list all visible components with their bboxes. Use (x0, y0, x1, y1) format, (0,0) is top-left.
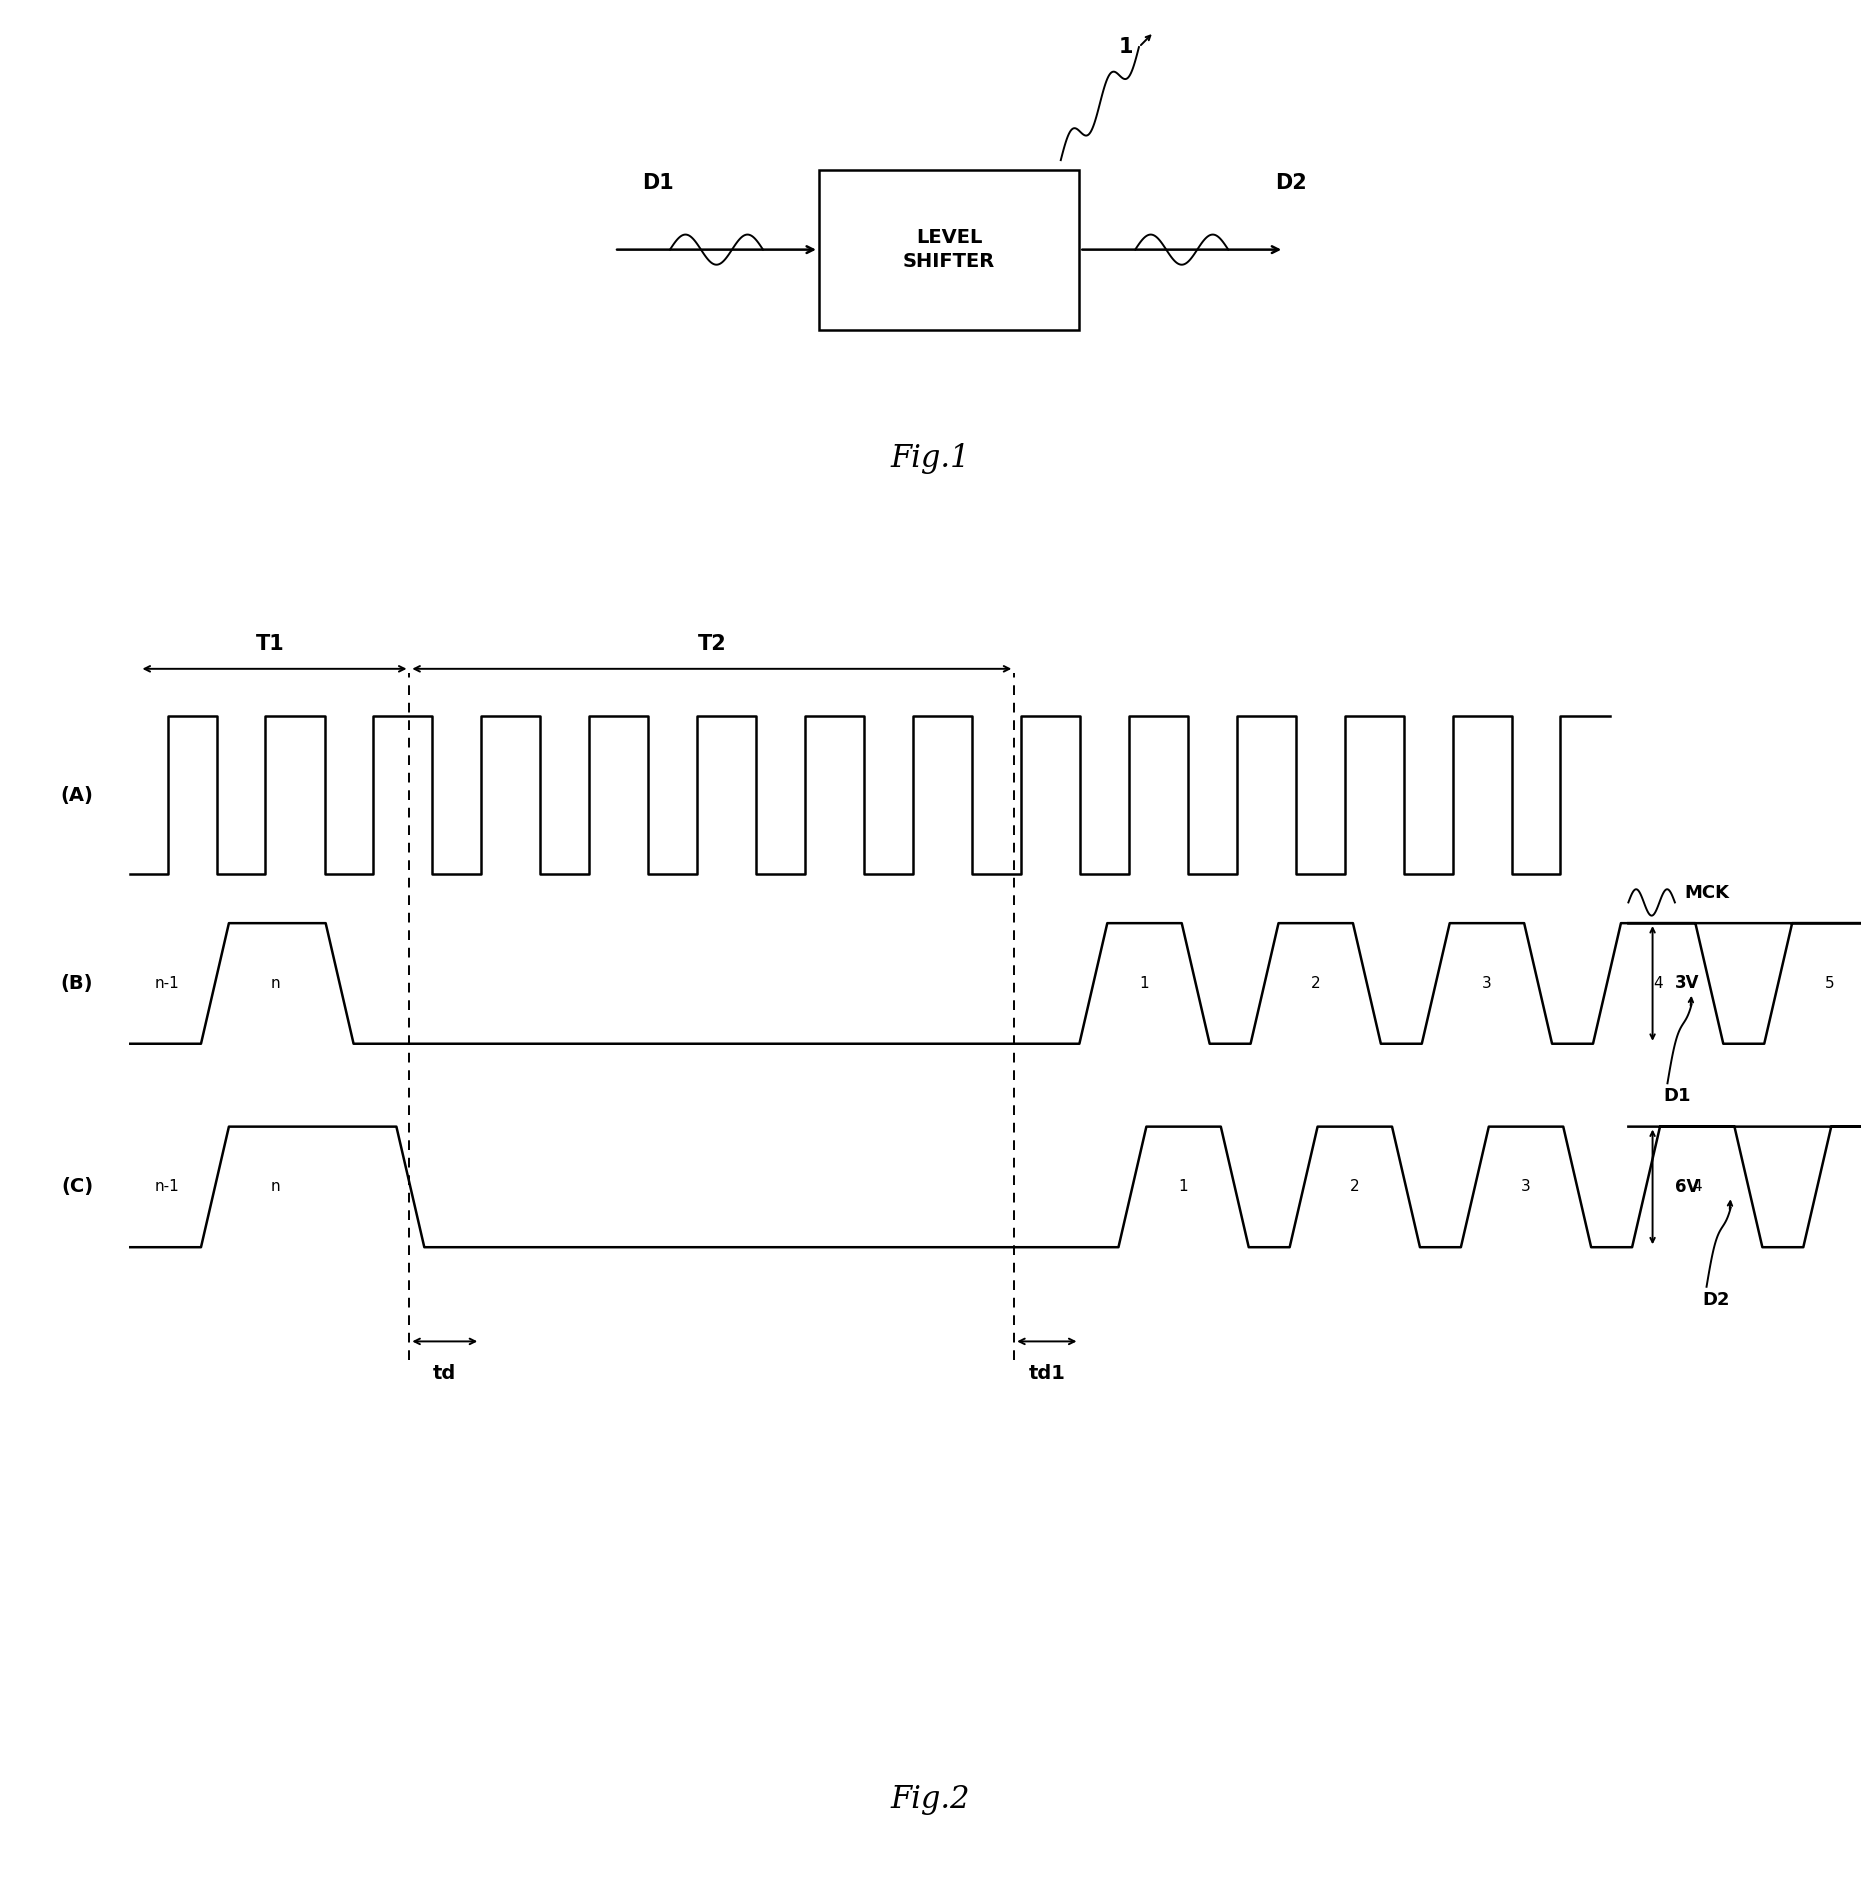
Text: 3: 3 (1481, 976, 1493, 991)
Text: n-1: n-1 (154, 1179, 181, 1194)
Text: (A): (A) (60, 786, 93, 804)
Text: D2: D2 (1703, 1291, 1729, 1309)
Text: Fig.1: Fig.1 (891, 443, 970, 473)
Text: D2: D2 (1275, 173, 1306, 194)
Text: n: n (270, 1179, 281, 1194)
Text: 4: 4 (1692, 1179, 1703, 1194)
Text: td1: td1 (1029, 1364, 1064, 1383)
FancyBboxPatch shape (819, 170, 1079, 330)
Text: 1: 1 (1139, 976, 1150, 991)
Text: 6V: 6V (1675, 1178, 1699, 1196)
Text: td: td (434, 1364, 456, 1383)
Text: 2: 2 (1310, 976, 1321, 991)
Text: n: n (270, 976, 281, 991)
Text: D1: D1 (642, 173, 674, 194)
Text: 4: 4 (1653, 976, 1664, 991)
Text: MCK: MCK (1684, 884, 1729, 902)
Text: 1: 1 (1118, 36, 1133, 57)
Text: T2: T2 (698, 633, 726, 654)
Text: 3V: 3V (1675, 974, 1699, 993)
Text: n-1: n-1 (154, 976, 181, 991)
Text: 3: 3 (1520, 1179, 1532, 1194)
Text: 1: 1 (1178, 1179, 1189, 1194)
Text: LEVEL
SHIFTER: LEVEL SHIFTER (903, 228, 996, 271)
Text: (B): (B) (61, 974, 93, 993)
Text: 2: 2 (1349, 1179, 1360, 1194)
Text: Fig.2: Fig.2 (891, 1784, 970, 1814)
Text: 5: 5 (1824, 976, 1835, 991)
Text: (C): (C) (61, 1178, 93, 1196)
Text: D1: D1 (1664, 1087, 1690, 1106)
Text: T1: T1 (255, 633, 285, 654)
